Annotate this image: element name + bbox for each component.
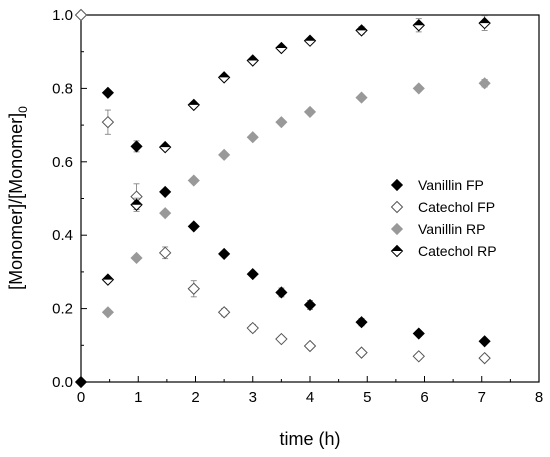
- data-point: [478, 77, 491, 90]
- data-point: [159, 185, 172, 198]
- legend-label: Catechol FP: [418, 199, 495, 215]
- series-3: [101, 15, 491, 286]
- data-point: [478, 351, 491, 365]
- y-tick-label: 1.0: [52, 7, 73, 24]
- data-point: [217, 71, 231, 84]
- data-point: [130, 198, 143, 211]
- data-point: [355, 346, 368, 359]
- data-point: [355, 316, 368, 329]
- x-tick-label: 2: [191, 389, 199, 406]
- data-point: [246, 54, 259, 67]
- data-point: [303, 34, 317, 47]
- data-marks: [74, 8, 491, 389]
- x-axis-title: time (h): [279, 429, 340, 449]
- data-point: [187, 282, 200, 295]
- x-tick-label: 3: [249, 389, 257, 406]
- series-0: [74, 86, 491, 389]
- data-point: [187, 174, 200, 187]
- data-point: [187, 98, 200, 112]
- x-tick-label: 6: [420, 389, 428, 406]
- data-point: [355, 91, 368, 104]
- x-tick-label: 1: [134, 389, 142, 406]
- legend: Vanillin FP Catechol FP Vanillin RP Catecho…: [390, 177, 497, 259]
- x-tick-label: 7: [478, 389, 486, 406]
- data-point: [158, 246, 172, 260]
- legend-label: Catechol RP: [418, 243, 497, 259]
- series-1: [74, 8, 491, 365]
- data-point: [478, 335, 491, 348]
- data-point: [187, 220, 200, 233]
- x-tick-label: 5: [363, 389, 371, 406]
- legend-label: Vanillin FP: [418, 177, 484, 193]
- data-point: [218, 148, 231, 161]
- y-tick-label: 0.6: [52, 154, 73, 171]
- data-point: [101, 306, 114, 319]
- data-point: [74, 375, 88, 389]
- data-point: [275, 286, 288, 299]
- data-point: [159, 207, 172, 220]
- data-point: [412, 327, 425, 340]
- data-point: [303, 298, 317, 311]
- x-tick-label: 0: [77, 389, 85, 406]
- data-point: [130, 140, 143, 153]
- y-axis-title: [Monomer]/[Monomer]0: [6, 106, 30, 290]
- legend-marker: [390, 244, 404, 258]
- data-point: [246, 131, 259, 144]
- data-point: [130, 251, 143, 265]
- y-tick-label: 0.8: [52, 80, 73, 97]
- data-point: [101, 273, 115, 286]
- x-tick-label: 4: [306, 389, 314, 406]
- legend-label: Vanillin RP: [418, 221, 485, 237]
- data-point: [303, 339, 317, 353]
- data-point: [74, 8, 88, 22]
- legend-marker: [390, 222, 404, 236]
- data-point: [355, 24, 368, 37]
- y-tick-label: 0.2: [52, 301, 73, 318]
- data-point: [412, 19, 425, 32]
- data-point: [246, 321, 259, 335]
- series-2: [101, 77, 491, 319]
- data-point: [275, 116, 288, 129]
- y-tick-label: 0.4: [52, 227, 73, 244]
- data-point: [217, 306, 231, 319]
- data-point: [478, 16, 491, 30]
- data-point: [101, 115, 115, 129]
- data-point: [158, 140, 172, 154]
- x-tick-label: 8: [535, 389, 543, 406]
- data-point: [275, 41, 288, 55]
- data-point: [275, 332, 288, 346]
- data-point: [246, 268, 259, 281]
- legend-marker: [390, 178, 404, 192]
- data-point: [101, 86, 114, 99]
- y-axis-title-main: [Monomer]/[Monomer]: [6, 113, 26, 290]
- data-point: [412, 82, 425, 95]
- data-point: [303, 105, 317, 118]
- data-point: [218, 247, 231, 260]
- data-point: [412, 350, 425, 363]
- y-tick-label: 0.0: [52, 374, 73, 391]
- y-axis-title-subscript: 0: [16, 106, 30, 113]
- axis-ticks: 0 1 2 3 4 5 6 7 8 0.0 0.2 0.4 0.6 0.8 1.0: [52, 7, 543, 406]
- legend-marker: [390, 200, 404, 214]
